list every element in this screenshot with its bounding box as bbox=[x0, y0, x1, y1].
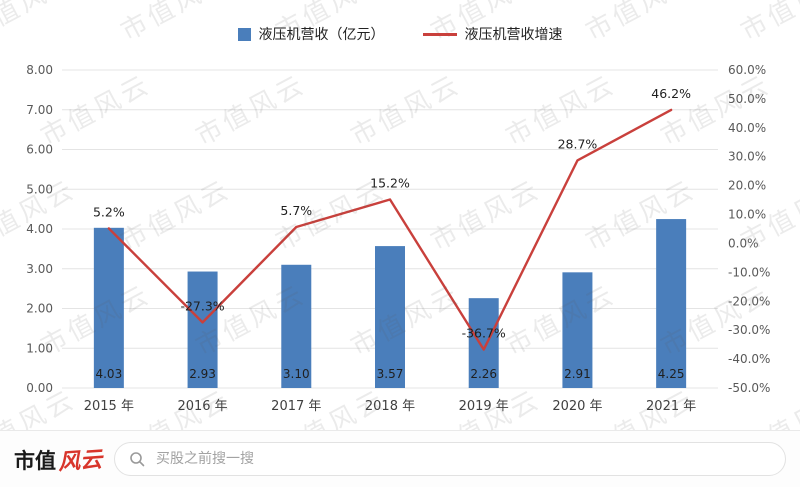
bar-value-label: 2.93 bbox=[189, 367, 216, 381]
right-axis-tick: 20.0% bbox=[728, 179, 766, 193]
bar-2020年 bbox=[562, 272, 593, 388]
right-axis-tick: 40.0% bbox=[728, 121, 766, 135]
x-axis-label: 2015 年 bbox=[84, 399, 134, 414]
chart-legend: 液压机营收（亿元） 液压机营收增速 bbox=[0, 24, 800, 44]
bar-2019年 bbox=[468, 298, 499, 388]
x-axis-label: 2020 年 bbox=[552, 399, 602, 414]
line-point-label: 5.2% bbox=[93, 204, 125, 219]
bar-value-label: 2.91 bbox=[564, 367, 591, 381]
combo-chart: 8.00 7.00 6.00 5.00 4.00 3.00 2.00 1.00 0.00 60.0… bbox=[26, 63, 770, 414]
right-axis-tick: -20.0% bbox=[728, 294, 770, 308]
search-box[interactable] bbox=[114, 442, 786, 476]
brand-logo: 市值 风云 bbox=[14, 443, 104, 476]
right-axis-tick: -10.0% bbox=[728, 265, 770, 279]
line-swatch-icon bbox=[422, 32, 457, 36]
footer-bar: 市值 风云 bbox=[0, 430, 800, 487]
bar-2018年 bbox=[375, 246, 405, 388]
bar-2017年 bbox=[281, 264, 312, 388]
bar-value-label: 4.03 bbox=[95, 367, 122, 381]
chart-area: 液压机营收（亿元） 液压机营收增速 8.00 7.00 6.00 5.00 4.00 3.… bbox=[0, 0, 800, 430]
right-axis-tick: 30.0% bbox=[728, 150, 766, 164]
legend-item-line: 液压机营收增速 bbox=[422, 24, 563, 44]
left-axis-tick: 7.00 bbox=[26, 103, 53, 117]
right-axis-tick: 10.0% bbox=[728, 208, 766, 222]
line-point-label: -36.7% bbox=[462, 326, 506, 341]
left-axis-tick: 8.00 bbox=[26, 63, 53, 77]
bar-value-label: 3.57 bbox=[377, 367, 404, 381]
right-axis-tick: 60.0% bbox=[728, 63, 766, 77]
x-axis-label: 2016 年 bbox=[177, 399, 227, 414]
x-axis-label: 2018 年 bbox=[365, 399, 415, 414]
bar-value-label: 2.26 bbox=[470, 367, 497, 381]
left-axis-tick: 0.00 bbox=[26, 381, 53, 395]
legend-line-label: 液压机营收增速 bbox=[464, 27, 563, 43]
bar-2021年 bbox=[656, 219, 687, 388]
legend-bar-label: 液压机营收（亿元） bbox=[258, 27, 385, 43]
bar-2015年 bbox=[93, 227, 124, 388]
x-axis-label: 2017 年 bbox=[271, 399, 321, 414]
left-axis-tick: 5.00 bbox=[26, 182, 53, 196]
left-axis-tick: 4.00 bbox=[26, 222, 53, 236]
left-axis-tick: 1.00 bbox=[26, 341, 53, 355]
x-axis-label: 2019 年 bbox=[459, 399, 509, 414]
line-point-label: 15.2% bbox=[370, 176, 410, 191]
line-point-label: 5.7% bbox=[280, 203, 312, 218]
search-input[interactable] bbox=[154, 450, 771, 468]
bar-value-label: 3.10 bbox=[283, 367, 310, 381]
right-axis-tick: 0.0% bbox=[728, 236, 759, 250]
logo-text-red: 风云 bbox=[57, 447, 104, 476]
left-axis-tick: 2.00 bbox=[26, 302, 53, 316]
growth-line bbox=[107, 108, 673, 351]
left-axis-tick: 6.00 bbox=[26, 143, 53, 157]
bar-value-label: 4.25 bbox=[658, 367, 685, 381]
line-point-label: 28.7% bbox=[558, 136, 598, 151]
bar-2016年 bbox=[187, 271, 218, 388]
x-axis-label: 2021 年 bbox=[646, 399, 696, 414]
search-icon bbox=[130, 452, 145, 467]
left-axis-tick: 3.00 bbox=[26, 262, 53, 276]
right-axis-tick: -40.0% bbox=[728, 352, 770, 366]
legend-item-bar: 液压机营收（亿元） bbox=[237, 24, 385, 44]
line-point-label: 46.2% bbox=[651, 86, 691, 101]
right-axis-tick: -50.0% bbox=[728, 381, 770, 395]
logo-text-black: 市值 bbox=[14, 449, 56, 473]
right-axis-tick: -30.0% bbox=[728, 323, 770, 337]
right-axis-tick: 50.0% bbox=[728, 92, 766, 106]
bar-swatch-icon bbox=[237, 27, 251, 41]
line-point-label: -27.3% bbox=[180, 298, 224, 313]
